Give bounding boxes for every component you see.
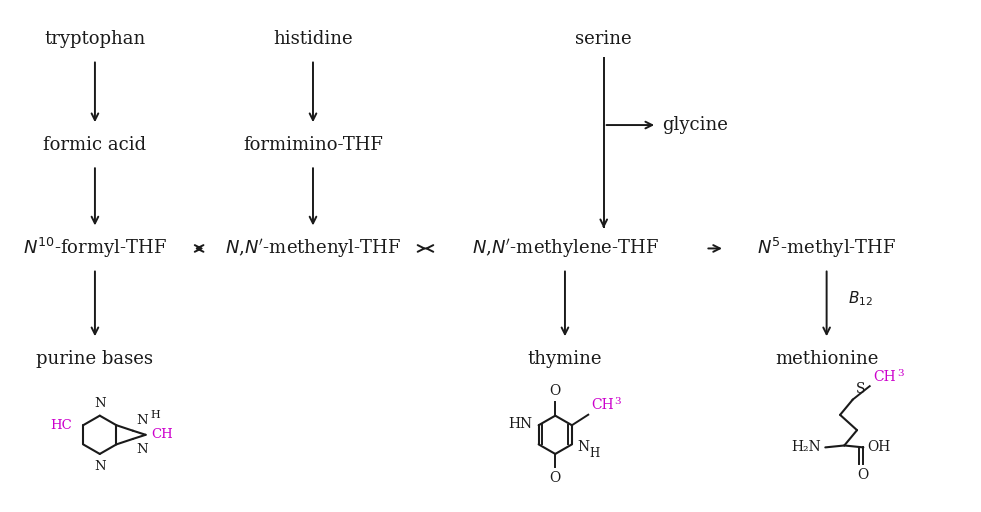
Text: HC: HC — [50, 419, 72, 432]
Text: CH: CH — [873, 370, 897, 384]
Text: methionine: methionine — [775, 350, 878, 368]
Text: $N$,$N'$-methenyl-THF: $N$,$N'$-methenyl-THF — [225, 237, 401, 260]
Text: 3: 3 — [614, 397, 621, 406]
Text: N: N — [136, 443, 148, 456]
Text: thymine: thymine — [528, 350, 602, 368]
Text: 3: 3 — [897, 369, 904, 377]
Text: H: H — [150, 410, 160, 420]
Text: N: N — [578, 440, 590, 454]
Text: tryptophan: tryptophan — [44, 30, 145, 49]
Text: N: N — [94, 460, 106, 473]
Text: N: N — [136, 414, 148, 426]
Text: formic acid: formic acid — [43, 136, 146, 154]
Text: CH: CH — [151, 429, 174, 441]
Text: $B_{12}$: $B_{12}$ — [848, 289, 873, 308]
Text: $N^5$-methyl-THF: $N^5$-methyl-THF — [757, 237, 897, 261]
Text: OH: OH — [867, 440, 891, 454]
Text: HN: HN — [509, 417, 533, 431]
Text: N: N — [94, 397, 106, 410]
Text: purine bases: purine bases — [36, 350, 153, 368]
Text: histidine: histidine — [273, 30, 353, 49]
Text: H₂N: H₂N — [792, 440, 821, 454]
Text: H: H — [590, 447, 599, 460]
Text: O: O — [549, 384, 561, 398]
Text: $N^{10}$-formyl-THF: $N^{10}$-formyl-THF — [23, 237, 167, 261]
Text: glycine: glycine — [662, 116, 728, 134]
Text: O: O — [857, 467, 869, 482]
Text: O: O — [549, 472, 561, 485]
Text: serine: serine — [576, 30, 632, 49]
Text: S: S — [855, 382, 865, 396]
Text: $N$,$N'$-methylene-THF: $N$,$N'$-methylene-THF — [472, 237, 658, 260]
Text: formimino-THF: formimino-THF — [243, 136, 383, 154]
Text: CH: CH — [592, 398, 614, 412]
